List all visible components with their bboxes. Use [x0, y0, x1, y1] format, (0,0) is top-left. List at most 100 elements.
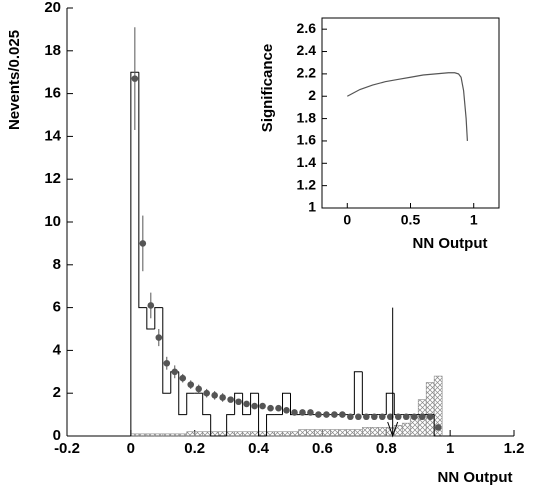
data-histogram-bin	[242, 393, 251, 416]
x-tick-label: 0	[127, 440, 135, 457]
y-tick-label: 12	[44, 170, 61, 187]
background-bar	[146, 433, 156, 437]
y-tick-label: 2.4	[297, 42, 317, 58]
background-bar	[162, 433, 172, 437]
data-point	[203, 389, 210, 397]
y-tick-label: 2.6	[297, 20, 317, 36]
data-point	[347, 413, 354, 421]
data-histogram-bin	[393, 393, 403, 416]
background-bar	[330, 429, 339, 437]
data-point	[331, 411, 338, 418]
data-point	[251, 402, 258, 410]
background-bar	[370, 427, 379, 437]
background-bar	[178, 433, 188, 437]
background-bar	[202, 431, 211, 437]
data-point	[163, 359, 171, 367]
background-bar	[354, 429, 363, 437]
data-point	[394, 413, 402, 421]
data-point	[363, 413, 370, 421]
data-histogram-bin	[353, 371, 363, 415]
data-point	[235, 398, 242, 406]
background-bar	[186, 431, 196, 437]
data-point	[371, 413, 378, 421]
y-axis-label: Nevents/0.025	[6, 30, 23, 130]
x-tick-label: 0.2	[184, 440, 205, 457]
background-bar	[218, 431, 227, 437]
data-histogram-bin	[202, 393, 211, 416]
background-bar	[242, 431, 251, 437]
data-point	[299, 409, 306, 416]
data-point	[402, 413, 410, 421]
y-tick-label: 4	[53, 341, 62, 358]
x-tick-label: 0.6	[312, 440, 333, 457]
data-histogram-bin	[138, 72, 147, 309]
data-point	[219, 394, 226, 401]
data-point	[355, 413, 362, 421]
data-histogram-bin	[258, 393, 267, 437]
data-point	[410, 413, 418, 421]
data-histogram-bin	[250, 392, 259, 415]
background-bar	[306, 429, 315, 437]
data-point	[434, 424, 442, 431]
background-bar	[234, 431, 243, 437]
y-tick-label: 1.6	[297, 132, 317, 148]
y-tick-label: 1.2	[297, 176, 317, 192]
background-bar	[298, 429, 307, 437]
data-histogram-bin	[226, 414, 235, 436]
background-bar	[290, 431, 299, 437]
data-point	[386, 413, 394, 421]
data-point	[179, 374, 187, 382]
background-bar	[258, 431, 267, 437]
background-bar	[362, 427, 371, 437]
data-point	[259, 402, 266, 410]
background-bar	[282, 431, 291, 437]
x-tick-label: 1	[446, 440, 454, 457]
background-bar	[346, 429, 355, 437]
background-bar	[401, 422, 411, 437]
background-bar	[138, 433, 148, 437]
background-bar	[338, 429, 347, 437]
data-point	[139, 240, 147, 247]
x-tick-label: 0.8	[376, 440, 397, 457]
data-histogram-bin	[433, 414, 443, 437]
significance-line	[347, 72, 468, 141]
background-bar	[226, 431, 235, 437]
y-tick-label: 2.2	[297, 65, 317, 81]
inset-y-axis-label: Significance	[259, 44, 276, 132]
data-point	[227, 396, 234, 403]
data-point	[211, 392, 218, 399]
data-point	[339, 411, 346, 418]
data-histogram-bin	[146, 307, 155, 330]
data-histogram-bin	[162, 307, 171, 394]
y-tick-label: 10	[44, 213, 61, 230]
inset-x-axis-label: NN Output	[413, 235, 488, 252]
x-tick-label: 1.2	[504, 440, 525, 457]
data-histogram-bin	[154, 307, 163, 329]
data-point	[426, 413, 434, 421]
background-bar	[170, 433, 180, 437]
data-point	[275, 404, 282, 412]
data-point	[315, 411, 322, 418]
data-histogram-bin	[282, 392, 291, 415]
cut-arrow-head	[387, 421, 399, 438]
background-bar	[194, 431, 203, 437]
background-bar	[274, 431, 283, 437]
data-point	[283, 407, 290, 414]
data-point	[195, 385, 203, 393]
x-tick-label: 0.5	[401, 212, 421, 228]
data-point	[378, 413, 386, 421]
background-bar	[130, 433, 140, 437]
y-tick-label: 1	[308, 199, 316, 215]
x-tick-label: 0.4	[248, 440, 270, 457]
background-bar	[425, 382, 435, 437]
y-tick-label: 6	[53, 299, 61, 316]
data-point	[243, 400, 250, 408]
inset-frame	[321, 17, 500, 209]
background-bar	[314, 429, 323, 437]
data-histogram-bin	[361, 371, 371, 416]
data-point	[147, 302, 155, 309]
x-tick-label: -0.2	[54, 440, 80, 457]
data-histogram-bin	[385, 392, 395, 415]
x-axis-label: NN Output	[438, 469, 513, 486]
